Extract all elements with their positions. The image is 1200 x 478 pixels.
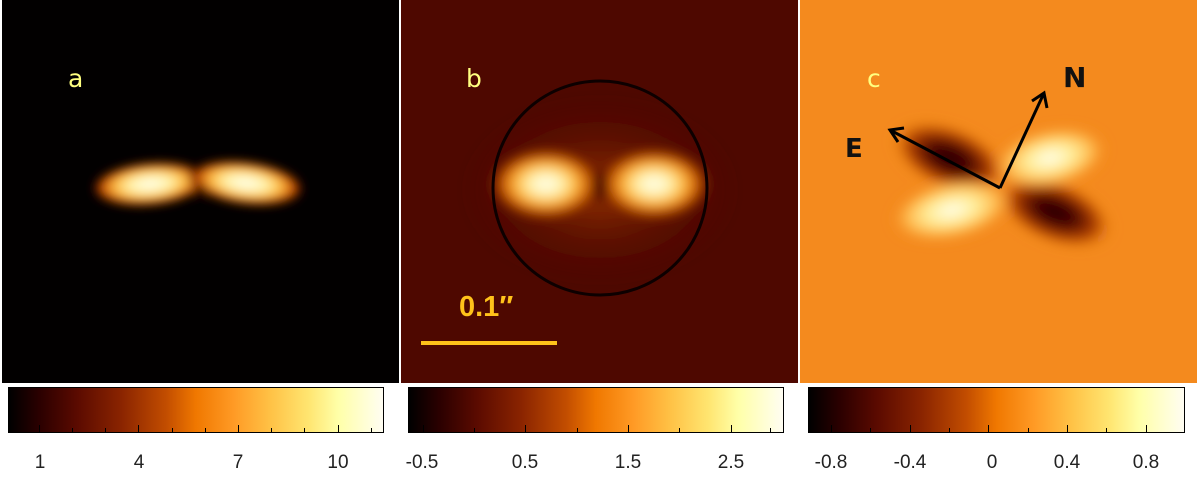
colorbar-a-minor-tick — [105, 428, 106, 433]
colorbar-a-minor-tick — [304, 428, 305, 433]
colorbar-b-tick-label: 2.5 — [717, 452, 745, 473]
colorbar-b-gradient — [408, 387, 784, 433]
colorbar-a-tick-label: 10 — [327, 452, 349, 473]
colorbar-c-minor-tick — [870, 428, 871, 433]
colorbar-b-tick-label: -0.5 — [405, 452, 439, 473]
compass: N E — [845, 61, 1086, 190]
colorbar-b-minor-tick — [577, 428, 578, 433]
colorbar-c — [808, 387, 1185, 433]
panel-b: b 0.1″ — [401, 0, 798, 383]
colorbar-a-tick-label: 7 — [232, 452, 244, 473]
colorbar-c-minor-tick — [949, 428, 950, 433]
aperture-circle — [491, 79, 709, 297]
north-arrow — [998, 92, 1046, 189]
colorbar-b-tick — [423, 425, 424, 433]
colorbar-b-minor-tick — [474, 428, 475, 433]
colorbar-b-tick — [731, 425, 732, 433]
colorbar-a-tick — [39, 425, 40, 433]
colorbar-c-tick — [910, 425, 911, 433]
colorbar-a-tick — [138, 425, 139, 433]
north-arrowhead — [1031, 90, 1049, 109]
colorbar-b-minor-tick — [770, 428, 771, 433]
emission-lobes-a — [92, 160, 304, 207]
colorbar-b-tick-label: 1.5 — [614, 452, 642, 473]
colorbar-a-minor-tick — [172, 428, 173, 433]
panel-c: N E c — [800, 0, 1197, 383]
colorbar-c-gradient — [808, 387, 1185, 433]
scale-bar-label: 0.1″ — [459, 291, 513, 323]
colorbar-c-tick-label: 0.8 — [1132, 452, 1160, 473]
colorbar-a-minor-tick — [371, 428, 372, 433]
colorbar-a-tick — [238, 425, 239, 433]
colorbar-a — [8, 387, 384, 433]
colorbar-b-tick — [628, 425, 629, 433]
colorbar-c-tick-label: -0.4 — [893, 452, 927, 473]
colorbar-c-tick — [831, 425, 832, 433]
colorbar-a-tick-label: 4 — [133, 452, 145, 473]
colorbar-b-tick-label: 0.5 — [511, 452, 539, 473]
east-arrowhead — [887, 126, 905, 143]
colorbar-a-tick-label: 1 — [34, 452, 46, 473]
colorbar-c-minor-tick — [1028, 428, 1029, 433]
panel-a: a — [2, 0, 399, 383]
colorbar-c-minor-tick — [1106, 428, 1107, 433]
colorbar-b — [408, 387, 784, 433]
emission-lobes-b — [460, 95, 740, 285]
colorbar-b-tick — [525, 425, 526, 433]
east-label: E — [845, 134, 863, 164]
panel-c-label: c — [867, 64, 881, 93]
quadrant-pattern — [891, 120, 1114, 250]
colorbar-c-tick — [1067, 425, 1068, 433]
colorbar-c-tick — [988, 425, 989, 433]
panel-a-label: a — [68, 64, 83, 93]
east-arrow — [889, 128, 1001, 190]
colorbar-a-gradient — [8, 387, 384, 433]
colorbar-a-minor-tick — [72, 428, 73, 433]
colorbar-a-tick — [338, 425, 339, 433]
colorbar-c-tick-label: -0.8 — [814, 452, 848, 473]
colorbar-a-minor-tick — [205, 428, 206, 433]
panel-c-image: N E c — [800, 0, 1197, 383]
panel-a-image: a — [2, 0, 399, 383]
colorbar-c-tick — [1146, 425, 1147, 433]
colorbar-b-minor-tick — [679, 428, 680, 433]
panel-b-image: b 0.1″ — [401, 0, 798, 383]
colorbar-c-tick-label: 0.4 — [1053, 452, 1081, 473]
colorbar-a-minor-tick — [271, 428, 272, 433]
colorbar-c-tick-label: 0 — [986, 452, 998, 473]
panel-b-label: b — [466, 64, 482, 93]
scale-bar — [421, 341, 557, 345]
north-label: N — [1063, 61, 1086, 94]
